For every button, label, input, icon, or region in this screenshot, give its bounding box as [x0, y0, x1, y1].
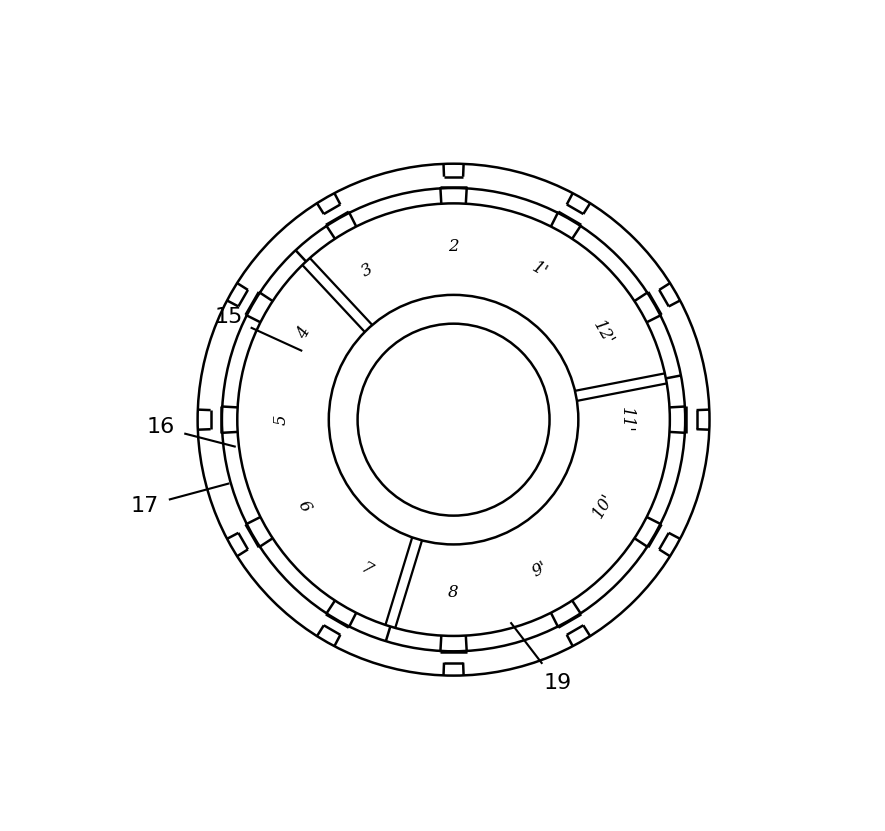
Text: 6: 6	[294, 497, 314, 515]
Text: 8: 8	[448, 584, 459, 601]
Text: 2: 2	[448, 238, 459, 255]
Text: 15: 15	[214, 307, 242, 327]
Text: 7: 7	[358, 559, 376, 579]
Text: 4: 4	[294, 324, 314, 342]
Text: 17: 17	[131, 496, 159, 516]
Text: 16: 16	[146, 417, 174, 437]
Text: 3: 3	[358, 260, 376, 280]
Text: 19: 19	[543, 673, 572, 693]
Text: 1': 1'	[529, 259, 550, 281]
Text: 5: 5	[273, 415, 289, 425]
Text: 10': 10'	[589, 490, 617, 522]
Text: 9': 9'	[529, 558, 550, 580]
Text: 12': 12'	[589, 317, 617, 349]
Text: 11': 11'	[618, 406, 635, 433]
